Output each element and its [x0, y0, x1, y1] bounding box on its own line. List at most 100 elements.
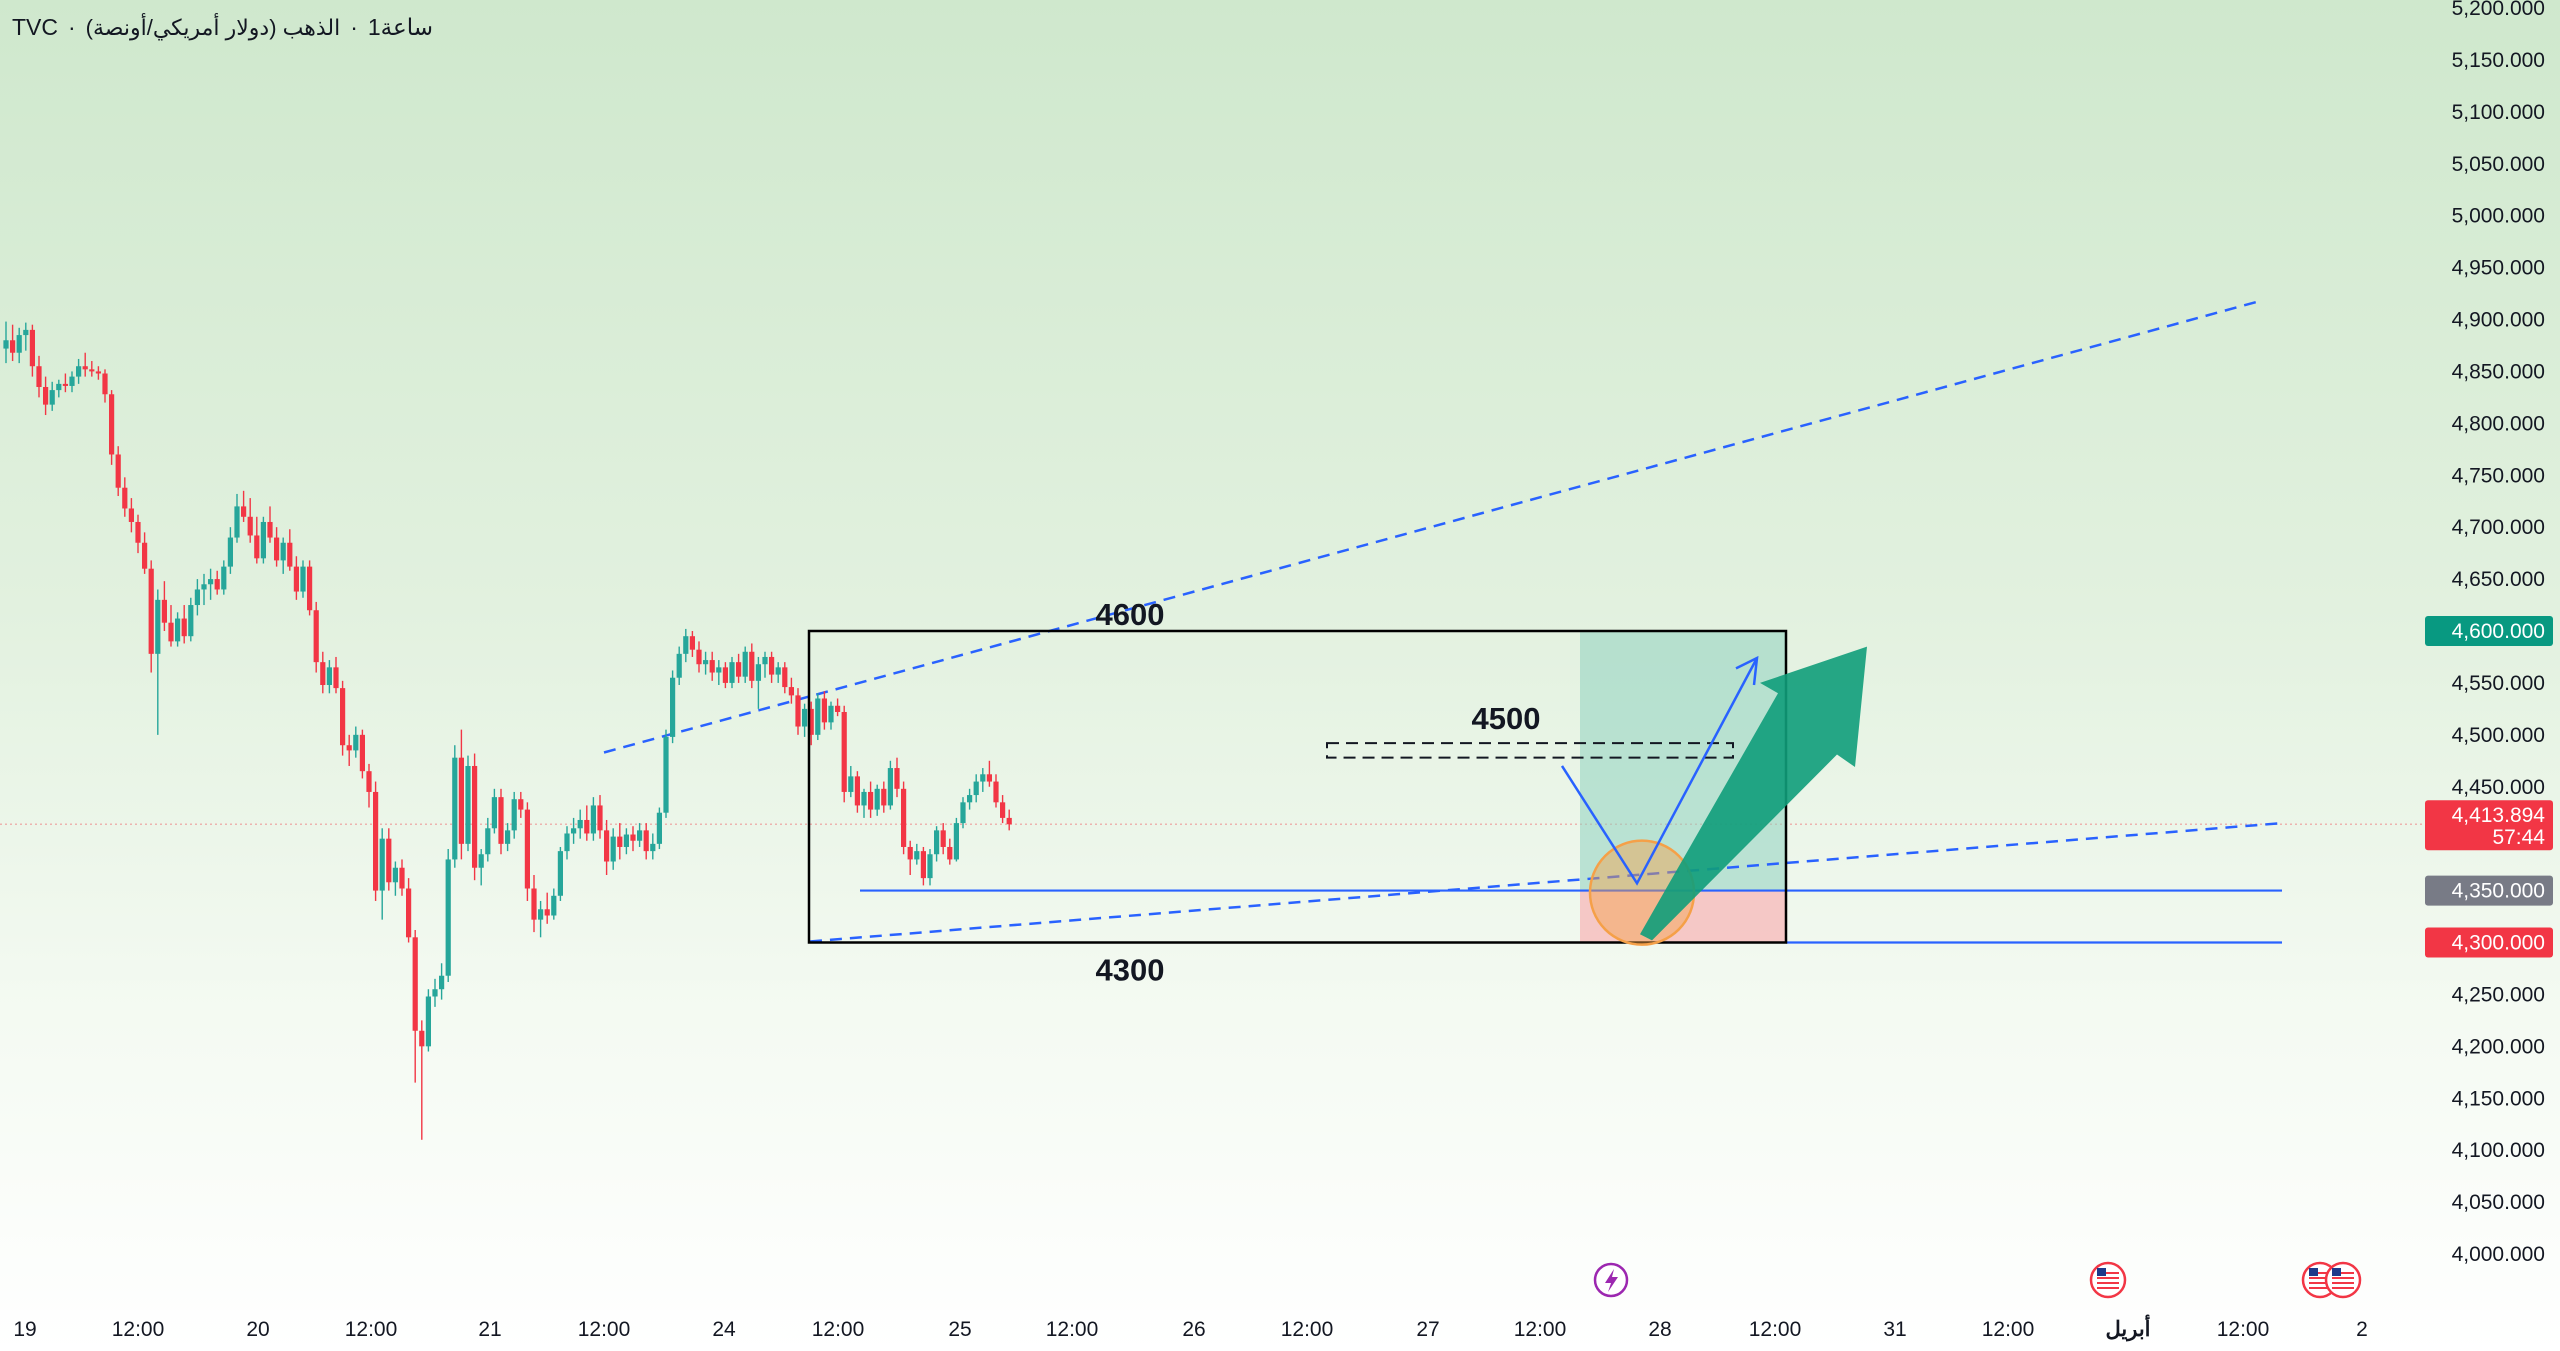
time-axis[interactable]: 19 12:00 20 12:00 21 12:00 24 12:00 25 12:00 26 12:… — [13, 1314, 2368, 1342]
candle-down — [386, 838, 392, 883]
price-tick-label: 4,700.000 — [2452, 516, 2545, 539]
price-badge-label: 4,600.000 — [2452, 620, 2545, 643]
candle-down — [135, 521, 141, 543]
candle-up — [676, 653, 682, 678]
separator-dot: · — [68, 14, 76, 40]
candle-up — [610, 836, 616, 862]
candle-down — [901, 788, 907, 847]
candle-up — [208, 579, 214, 585]
price-tick-label: 4,150.000 — [2452, 1087, 2545, 1110]
candle-up — [637, 830, 643, 841]
us-flag-event-icon[interactable] — [2089, 1261, 2127, 1299]
time-tick-label: 12:00 — [2217, 1318, 2270, 1341]
upper-trendline[interactable] — [603, 300, 2258, 754]
candle-down — [247, 516, 253, 536]
candle-down — [148, 568, 154, 654]
price-tick-label: 4,750.000 — [2452, 464, 2545, 487]
candle-down — [412, 937, 418, 1031]
candle-down — [458, 757, 464, 844]
candle-down — [241, 506, 247, 517]
price-axis[interactable]: 5,200.000 5,150.000 5,100.000 5,050.000 5,00… — [2452, 0, 2545, 1266]
candle-up — [557, 851, 563, 896]
time-tick-label: 12:00 — [1046, 1318, 1099, 1341]
candle-up — [874, 788, 880, 810]
candle-up — [49, 390, 55, 405]
candle-up — [227, 537, 233, 567]
lower-trendline[interactable] — [809, 821, 2283, 943]
price-badge — [2425, 616, 2553, 646]
price-tick-label: 5,150.000 — [2452, 49, 2545, 72]
candle-down — [399, 867, 405, 889]
candle-up — [505, 830, 511, 844]
candle-up — [445, 859, 451, 976]
candle-down — [62, 383, 68, 386]
candle-down — [472, 765, 478, 868]
candle-up — [221, 566, 227, 590]
candle-down — [115, 454, 121, 488]
candle-down — [168, 622, 174, 642]
candles — [3, 321, 1012, 1140]
time-tick-label: 12:00 — [812, 1318, 865, 1341]
candle-down — [835, 705, 841, 712]
candle-down — [274, 537, 280, 561]
interval-label[interactable]: 1ساعة — [367, 14, 434, 40]
candle-up — [76, 366, 82, 377]
candle-down — [630, 834, 636, 841]
candle-up — [551, 895, 557, 916]
candle-up — [927, 854, 933, 879]
price-tick-label: 4,450.000 — [2452, 776, 2545, 799]
candle-up — [887, 768, 893, 806]
candle-down — [749, 651, 755, 681]
candle-down — [518, 799, 524, 810]
time-tick-label: 12:00 — [1281, 1318, 1334, 1341]
price-badge-label: 4,350.000 — [2452, 880, 2545, 903]
candle-down — [584, 819, 590, 834]
candle-down — [597, 805, 603, 831]
candle-up — [848, 776, 854, 792]
candle-up — [980, 774, 986, 782]
price-tick-label: 4,650.000 — [2452, 568, 2545, 591]
candle-up — [775, 667, 781, 675]
candle-up — [571, 828, 577, 834]
candle-up — [577, 819, 583, 829]
price-badge-label: 4,300.000 — [2452, 932, 2545, 955]
candle-down — [102, 373, 108, 395]
price-tick-label: 4,050.000 — [2452, 1191, 2545, 1214]
price-tick-label: 4,850.000 — [2452, 360, 2545, 383]
candle-up — [280, 542, 286, 561]
time-tick-label: 19 — [13, 1318, 36, 1341]
lightning-bolt-icon — [1605, 1269, 1618, 1292]
candle-up — [729, 662, 735, 683]
candle-down — [769, 656, 775, 675]
candle-up — [23, 329, 29, 336]
candle-down — [320, 662, 326, 685]
candle-up — [485, 828, 491, 855]
candle-down — [287, 542, 293, 567]
event-markers[interactable] — [1593, 1261, 2362, 1299]
symbol-header[interactable]: TVC · الذهب (دولار أمريكي/أونصة) · 1ساعة — [12, 14, 433, 41]
candle-down — [894, 768, 900, 789]
candle-up — [953, 823, 959, 860]
candle-down — [109, 394, 115, 455]
candle-down — [128, 508, 134, 522]
candle-down — [986, 774, 992, 782]
candle-down — [346, 745, 352, 751]
candle-up — [326, 667, 332, 685]
candle-down — [267, 521, 273, 538]
candle-down — [181, 618, 187, 637]
candle-up — [155, 599, 161, 654]
candle-up — [670, 677, 676, 737]
candle-down — [881, 788, 887, 806]
price-tick-label: 4,000.000 — [2452, 1243, 2545, 1266]
symbol-name: الذهب (دولار أمريكي/أونصة) — [85, 14, 341, 40]
candle-up — [762, 656, 768, 665]
candle-down — [722, 667, 728, 683]
candle-down — [214, 579, 220, 590]
us-flag-event-icon[interactable] — [2324, 1261, 2362, 1299]
price-tick-label: 4,950.000 — [2452, 257, 2545, 280]
candle-down — [293, 566, 299, 592]
candle-up — [742, 651, 748, 677]
candle-down — [313, 610, 319, 663]
